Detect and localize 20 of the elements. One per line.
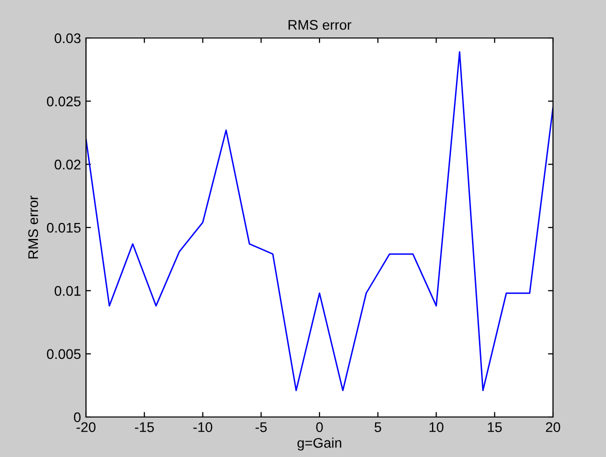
y-tick-label: 0.025 [46,96,81,106]
x-tick-label: 15 [488,422,502,432]
x-tick-label: -20 [76,422,96,432]
y-tick-label: 0.03 [54,33,81,44]
x-tick-label: 0 [316,422,323,432]
line-series [86,51,553,392]
y-tick-label: 0.015 [46,222,81,233]
x-tick-label: 20 [546,422,560,432]
x-tick-label: -5 [256,422,267,432]
x-tick-label: 10 [430,422,444,432]
y-axis-title: RMS error [28,196,38,258]
y-tick-label: 0 [74,412,81,422]
y-tick-label: 0.02 [54,160,80,170]
chart-title: RMS error [288,20,352,30]
y-tick-label: 0.01 [54,286,80,296]
x-tick-label: 5 [374,422,382,432]
x-tick-label: -15 [134,422,154,432]
x-axis-title: g=Gain [298,438,342,451]
y-tick-label: 0.005 [46,349,81,360]
x-tick-label: -10 [193,422,212,432]
